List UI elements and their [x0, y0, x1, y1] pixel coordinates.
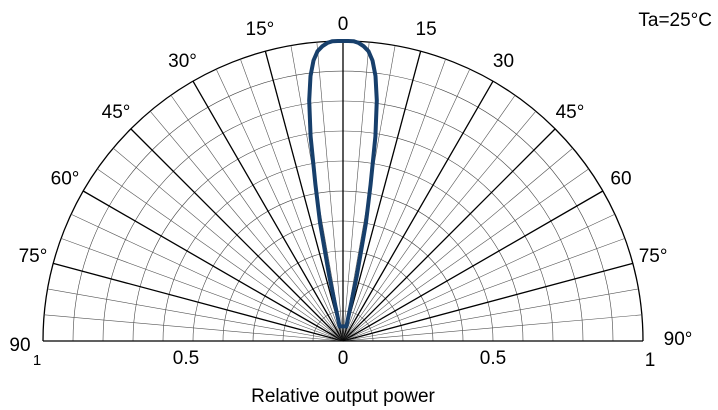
x-axis-label: Relative output power	[251, 386, 435, 407]
ambient-temperature-annotation: Ta=25°C	[638, 10, 712, 31]
angle-grid-line-minor	[342, 213, 616, 342]
angle-grid-line-major	[264, 51, 344, 342]
radial-label-center: 0	[338, 348, 349, 369]
angle-grid-line-major	[342, 80, 494, 342]
angle-label-left: 15°	[246, 19, 275, 40]
angle-grid-line-minor	[149, 110, 344, 342]
angle-grid-line-minor	[342, 42, 370, 342]
angle-grid-line-minor	[70, 213, 344, 342]
angle-grid-line-minor	[342, 68, 471, 342]
angle-grid-line-major	[342, 128, 556, 342]
angle-label-left: 90	[9, 335, 30, 356]
angle-grid-line-major	[342, 190, 604, 342]
angle-grid-line-minor	[97, 168, 344, 342]
angle-grid-line-minor	[342, 147, 574, 342]
polar-grid	[42, 40, 644, 342]
radial-label-right: 0.5	[480, 348, 506, 369]
angle-grid-line-minor	[342, 288, 639, 342]
angle-grid-line-major	[53, 262, 344, 342]
angle-grid-line-minor	[112, 147, 344, 342]
angle-grid-line-minor	[170, 95, 344, 342]
radial-label-left: 0.5	[173, 348, 199, 369]
radiation-curve	[307, 39, 379, 329]
angle-label-right: 90°	[664, 329, 693, 350]
angle-label-left: 75°	[19, 246, 48, 267]
angle-grid-line-minor	[342, 238, 626, 342]
angle-grid-line-major	[342, 262, 633, 342]
angle-grid-line-minor	[342, 95, 516, 342]
angle-grid-line-minor	[47, 288, 344, 342]
angle-grid-line-minor	[44, 314, 344, 342]
angle-label-right: 45°	[556, 102, 585, 123]
angle-grid-line-minor	[215, 68, 344, 342]
radiation-pattern	[307, 39, 379, 329]
angle-label-right: 15	[416, 19, 437, 40]
angle-label-left: 45°	[102, 102, 131, 123]
angle-grid-line-minor	[342, 168, 589, 342]
angle-grid-line-minor	[60, 238, 344, 342]
angle-label-left: 60°	[51, 169, 80, 190]
angle-grid-line-major	[82, 190, 344, 342]
radial-label-left: 1	[33, 352, 41, 369]
angle-label-top: 0	[338, 14, 349, 35]
angle-grid-line-minor	[342, 314, 642, 342]
angle-grid-line-minor	[342, 110, 537, 342]
angle-grid-line-major	[342, 51, 422, 342]
angle-grid-line-major	[130, 128, 344, 342]
angle-grid-line-major	[192, 80, 344, 342]
angle-label-right: 30	[493, 51, 514, 72]
angle-grid-line-minor	[316, 42, 344, 342]
chart-labels: 15° 15 30° 30 45° 45° 60° 60 75° 75° 0 90 90° 1 0.5 0 0.…	[9, 14, 692, 371]
angle-label-right: 75°	[639, 246, 668, 267]
radial-label-right: 1	[645, 350, 656, 371]
angle-label-left: 30°	[168, 51, 197, 72]
angle-grid-line-minor	[240, 58, 344, 342]
angle-label-right: 60	[610, 169, 631, 190]
angle-grid-line-minor	[342, 58, 446, 342]
